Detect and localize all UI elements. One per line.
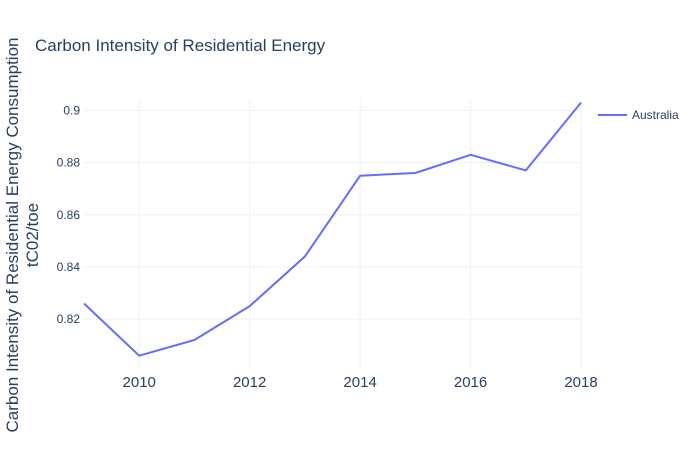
data-point[interactable] bbox=[412, 170, 418, 176]
legend[interactable]: Australia bbox=[598, 108, 679, 122]
data-point[interactable] bbox=[468, 152, 474, 158]
data-point[interactable] bbox=[247, 303, 253, 309]
y-axis-title: Carbon Intensity of Residential Energy C… bbox=[3, 38, 42, 433]
grid-lines bbox=[84, 100, 582, 370]
x-tick-label: 2014 bbox=[343, 374, 376, 391]
y-axis-title-line-1: Carbon Intensity of Residential Energy C… bbox=[3, 38, 22, 433]
x-tick-label: 2018 bbox=[564, 374, 597, 391]
y-tick-label: 0.88 bbox=[57, 156, 81, 170]
data-point[interactable] bbox=[191, 337, 197, 343]
legend-label-australia: Australia bbox=[632, 108, 679, 122]
data-point[interactable] bbox=[578, 100, 584, 106]
data-point[interactable] bbox=[81, 300, 87, 306]
data-point[interactable] bbox=[302, 254, 308, 260]
y-axis-ticks: 0.82 0.84 0.86 0.88 0.9 bbox=[57, 103, 81, 326]
x-tick-label: 2010 bbox=[123, 374, 156, 391]
x-axis-ticks: 2010 2012 2014 2016 2018 bbox=[123, 374, 598, 391]
y-tick-label: 0.84 bbox=[57, 260, 81, 274]
data-point[interactable] bbox=[136, 353, 142, 359]
data-point[interactable] bbox=[357, 173, 363, 179]
series-line-australia[interactable] bbox=[83, 101, 582, 357]
y-axis-title-line-2: tC02/toe bbox=[23, 203, 42, 267]
x-tick-label: 2012 bbox=[233, 374, 266, 391]
y-tick-label: 0.86 bbox=[57, 208, 81, 222]
series-layer bbox=[81, 100, 584, 359]
y-tick-label: 0.82 bbox=[57, 312, 81, 326]
y-tick-label: 0.9 bbox=[63, 103, 80, 117]
data-point[interactable] bbox=[523, 167, 529, 173]
x-tick-label: 2016 bbox=[454, 374, 487, 391]
chart-title: Carbon Intensity of Residential Energy bbox=[35, 36, 326, 55]
